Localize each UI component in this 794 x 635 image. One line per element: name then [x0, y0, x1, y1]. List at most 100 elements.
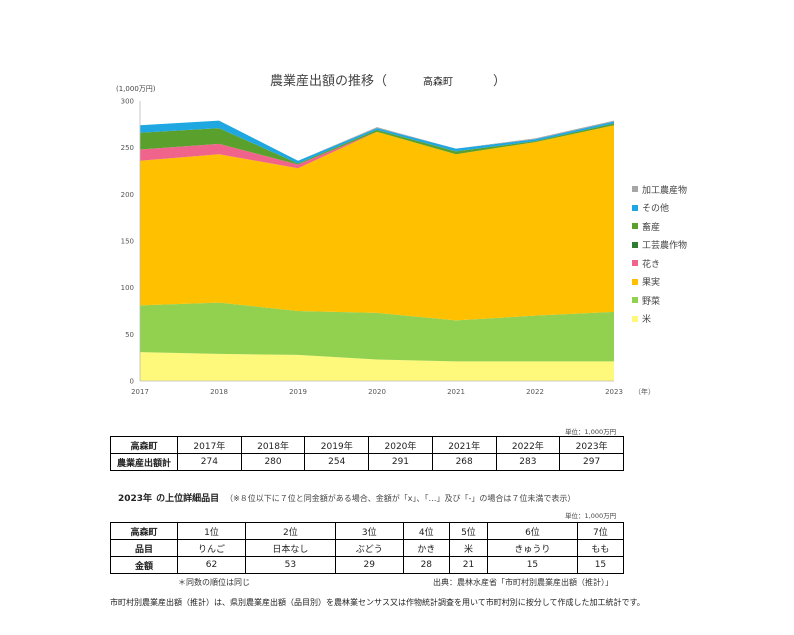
detail-item-cell: 米 — [448, 539, 489, 557]
detail-amount-cell: 28 — [402, 556, 450, 574]
detail-rank-cell: 7位 — [576, 522, 625, 540]
x-tick-label: 2020 — [368, 388, 386, 396]
area-series-1 — [140, 302, 614, 362]
legend-label: 果実 — [642, 278, 661, 289]
summary-value-cell: 274 — [177, 453, 242, 471]
legend-swatch — [632, 260, 638, 267]
chart-title-municipality: 高森町 — [423, 77, 454, 88]
detail-amount-cell: 53 — [244, 556, 336, 574]
legend-label: 米 — [642, 315, 652, 326]
chart-title-text: 農業産出額の推移（ — [270, 74, 388, 89]
detail-title-text: の上位詳細品目 — [156, 494, 220, 504]
chart-legend: 加工農産物その他畜産工芸農作物花き果実野菜米 — [632, 180, 687, 328]
detail-item-cell: きゅうり — [487, 539, 578, 557]
legend-item: 工芸農作物 — [632, 236, 687, 255]
area-series-5 — [140, 123, 614, 165]
y-tick-label: 0 — [130, 378, 134, 386]
summary-row-label: 農業産出額計 — [110, 453, 178, 471]
detail-item-cell: ぶどう — [334, 539, 404, 557]
summary-year-cell: 2018年 — [240, 436, 306, 454]
summary-year-cell: 2020年 — [368, 436, 433, 454]
detail-rank-cell: 5位 — [448, 522, 489, 540]
detail-amount-cell: 15 — [576, 556, 625, 574]
detail-item-cell: 日本なし — [244, 539, 336, 557]
summary-year-cell: 2021年 — [431, 436, 497, 454]
footnote: ＊同数の順位は同じ — [178, 578, 250, 587]
detail-item-label: 品目 — [110, 539, 178, 557]
chart-title-close: ） — [493, 74, 507, 89]
detail-amount-cell: 21 — [448, 556, 489, 574]
legend-item: その他 — [632, 199, 687, 218]
summary-year-cell: 2019年 — [304, 436, 370, 454]
detail-rank-cell: 6位 — [487, 522, 578, 540]
legend-label: 花き — [642, 259, 661, 270]
chart-title: 農業産出額の推移（ 高森町 ） — [270, 70, 506, 89]
x-tick-label: 2018 — [210, 388, 228, 396]
legend-swatch — [632, 278, 638, 285]
legend-label: その他 — [642, 204, 670, 215]
detail-item-cell: もも — [576, 539, 625, 557]
summary-value-cell: 254 — [304, 453, 370, 471]
summary-value-cell: 283 — [495, 453, 561, 471]
summary-unit: 単位：1,000万円 — [565, 428, 617, 436]
summary-year-cell: 2023年 — [559, 436, 624, 454]
area-series-0 — [140, 352, 614, 381]
summary-corner: 高森町 — [110, 436, 178, 454]
summary-year-cell: 2022年 — [495, 436, 561, 454]
detail-unit: 単位：1,000万円 — [565, 512, 617, 520]
summary-table: 高森町 2017年 2018年 2019年 2020年 2021年 2022年 2023年 … — [110, 436, 624, 471]
detail-rank-cell: 4位 — [402, 522, 450, 540]
legend-swatch — [632, 241, 638, 248]
legend-item: 果実 — [632, 273, 687, 292]
y-tick-label: 50 — [125, 331, 134, 339]
detail-rank-cell: 2位 — [244, 522, 336, 540]
area-series-2 — [140, 125, 614, 321]
legend-swatch — [632, 186, 638, 193]
y-axis-unit: (1,000万円) — [116, 85, 156, 93]
y-tick-label: 100 — [121, 284, 134, 292]
legend-item: 野菜 — [632, 291, 687, 310]
legend-swatch — [632, 315, 638, 322]
detail-note: （※８位以下に７位と同金額がある場合、金額が「x」、「…」及び「-」の場合は７位… — [225, 494, 576, 503]
detail-item-row: 品目 りんご 日本なし ぶどう かき米きゅうり もも — [110, 539, 625, 557]
summary-header-row: 高森町 2017年 2018年 2019年 2020年 2021年 2022年 2023年 — [110, 436, 624, 454]
summary-value-row: 農業産出額計 274 280 254 291 268 283 297 — [110, 453, 624, 471]
detail-item-cell: りんご — [177, 539, 246, 557]
y-tick-labels: 0 50 100 150 200 250 300 — [121, 98, 134, 386]
summary-value-cell: 291 — [368, 453, 433, 471]
legend-label: 野菜 — [642, 296, 661, 307]
source-note: 出典：農林水産省「市町村別農業産出額（推計）」 — [433, 578, 613, 587]
legend-item: 米 — [632, 310, 687, 329]
x-tick-label: 2023 — [605, 388, 623, 396]
area-series-7 — [140, 120, 614, 161]
y-tick-label: 300 — [121, 98, 134, 106]
y-tick-label: 150 — [121, 238, 134, 246]
detail-amount-cell: 15 — [487, 556, 578, 574]
detail-year: 2023年 — [118, 494, 153, 504]
x-tick-labels: 2017 2018 2019 2020 2021 2022 2023 — [131, 388, 623, 396]
detail-table: 高森町 1位 2位 3位 4位 5位 6位 7位 品目 りんご 日本なし ぶどう かき米きゅうりも… — [110, 522, 625, 574]
x-axis-unit: （年） — [634, 388, 655, 396]
detail-rank-row: 高森町 1位 2位 3位 4位 5位 6位 7位 — [110, 522, 625, 540]
y-tick-label: 250 — [121, 144, 134, 152]
detail-item-cell: かき — [402, 539, 450, 557]
x-tick-label: 2019 — [289, 388, 307, 396]
detail-amount-cell: 29 — [334, 556, 404, 574]
legend-label: 畜産 — [642, 222, 661, 233]
legend-item: 加工農産物 — [632, 180, 687, 199]
y-tick-label: 200 — [121, 191, 134, 199]
summary-year-cell: 2017年 — [177, 436, 242, 454]
detail-title: 2023年 の上位詳細品目 （※８位以下に７位と同金額がある場合、金額が「x」、「…… — [118, 491, 575, 504]
legend-label: 加工農産物 — [642, 185, 688, 196]
area-series-group — [140, 120, 614, 381]
summary-value-cell: 268 — [431, 453, 497, 471]
detail-rank-cell: 3位 — [334, 522, 404, 540]
summary-value-cell: 280 — [240, 453, 306, 471]
legend-swatch — [632, 223, 638, 230]
legend-swatch — [632, 297, 638, 304]
detail-rank-cell: 1位 — [177, 522, 246, 540]
summary-value-cell: 297 — [559, 453, 624, 471]
detail-amount-label: 金額 — [110, 556, 178, 574]
detail-amount-cell: 62 — [177, 556, 246, 574]
detail-amount-row: 金額 62 53 29 28 21 15 15 — [110, 556, 625, 574]
